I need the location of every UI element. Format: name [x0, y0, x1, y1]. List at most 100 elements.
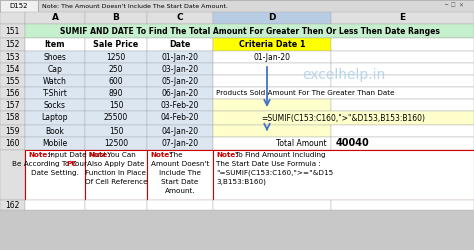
Text: 01-Jan-20: 01-Jan-20	[162, 52, 199, 62]
Text: Shoes: Shoes	[44, 52, 66, 62]
Bar	[331, 99, 474, 111]
Text: Sale Price: Sale Price	[93, 40, 138, 49]
Text: 152: 152	[5, 40, 20, 49]
Bar	[25, 125, 85, 137]
Text: 04-Feb-20: 04-Feb-20	[161, 114, 199, 122]
Bar	[25, 12, 85, 24]
Text: 3,B153:B160): 3,B153:B160)	[216, 179, 266, 185]
Text: 890: 890	[109, 88, 123, 98]
Bar	[213, 87, 474, 99]
Text: 07-Jan-20: 07-Jan-20	[162, 139, 199, 148]
Bar	[147, 99, 213, 111]
Text: Book: Book	[46, 126, 64, 136]
Text: Products Sold Amount For The Greater Than Date: Products Sold Amount For The Greater Tha…	[216, 90, 395, 96]
Bar	[213, 125, 331, 137]
Text: You Can: You Can	[105, 152, 136, 158]
Text: 150: 150	[109, 100, 123, 110]
Bar	[0, 0, 474, 12]
Bar	[331, 38, 474, 51]
Bar	[147, 51, 213, 63]
Bar	[213, 150, 474, 200]
Text: Criteria Date 1: Criteria Date 1	[239, 40, 305, 49]
Text: Mobile: Mobile	[42, 139, 68, 148]
Text: 151: 151	[5, 26, 20, 36]
Bar	[25, 87, 85, 99]
Text: Watch: Watch	[43, 76, 67, 86]
Bar	[0, 111, 25, 125]
Text: Item: Item	[45, 40, 65, 49]
Bar	[0, 87, 25, 99]
Text: 154: 154	[5, 64, 20, 74]
Bar	[25, 63, 85, 75]
Bar	[331, 63, 474, 75]
Bar	[0, 51, 25, 63]
Text: 156: 156	[5, 88, 20, 98]
Bar	[38, 1, 39, 11]
Text: "=SUMIF(C153:C160,">="&D15: "=SUMIF(C153:C160,">="&D15	[216, 170, 333, 176]
Text: The: The	[167, 152, 182, 158]
Bar	[25, 99, 85, 111]
Bar	[213, 12, 331, 24]
Text: 01-Jan-20: 01-Jan-20	[254, 52, 291, 62]
Text: To Find Amount Including: To Find Amount Including	[233, 152, 326, 158]
Text: 157: 157	[5, 100, 20, 110]
Text: D152: D152	[10, 3, 28, 9]
Bar	[0, 125, 25, 137]
Text: excelhelp.in: excelhelp.in	[302, 68, 385, 82]
Bar	[147, 111, 213, 125]
Text: Input Date Must: Input Date Must	[46, 152, 106, 158]
Text: Note:: Note:	[88, 152, 110, 158]
Text: SUMIF AND DATE To Find The Total Amount For Greater Then Or Less Then Date Range: SUMIF AND DATE To Find The Total Amount …	[60, 26, 439, 36]
Text: 159: 159	[5, 126, 20, 136]
Bar	[0, 0, 38, 12]
Bar	[85, 99, 147, 111]
Bar	[213, 63, 331, 75]
Text: Cap: Cap	[47, 64, 63, 74]
Text: Note:-: Note:-	[28, 152, 53, 158]
Bar	[0, 99, 25, 111]
Text: 150: 150	[109, 126, 123, 136]
Bar	[147, 38, 213, 51]
Bar	[0, 137, 25, 150]
Bar	[0, 75, 25, 87]
Bar	[25, 137, 85, 150]
Bar	[25, 51, 85, 63]
Text: 250: 250	[109, 64, 123, 74]
Bar	[147, 63, 213, 75]
Text: 03-Feb-20: 03-Feb-20	[161, 100, 199, 110]
Bar	[85, 137, 147, 150]
Text: Date: Date	[169, 40, 191, 49]
Bar	[147, 87, 213, 99]
Text: 03-Jan-20: 03-Jan-20	[162, 64, 199, 74]
Bar	[85, 38, 147, 51]
Text: 600: 600	[109, 76, 123, 86]
Text: 05-Jan-20: 05-Jan-20	[162, 76, 199, 86]
Text: 25500: 25500	[104, 114, 128, 122]
Text: Laptop: Laptop	[42, 114, 68, 122]
Bar	[0, 38, 25, 51]
Text: ─  ☐  ✕: ─ ☐ ✕	[444, 2, 464, 7]
Bar	[147, 12, 213, 24]
Bar	[85, 75, 147, 87]
Bar	[147, 137, 213, 150]
Text: Amount.: Amount.	[164, 188, 195, 194]
Bar	[0, 150, 25, 200]
Text: 158: 158	[5, 114, 20, 122]
Bar	[331, 125, 474, 137]
Bar	[331, 51, 474, 63]
Text: 160: 160	[5, 139, 20, 148]
Text: Date Setting.: Date Setting.	[31, 170, 79, 176]
Text: 06-Jan-20: 06-Jan-20	[162, 88, 199, 98]
Bar	[0, 12, 25, 24]
Text: Start Date: Start Date	[161, 179, 199, 185]
Bar	[25, 111, 85, 125]
Text: =SUMIF(C153:C160,">"&D153,B153:B160): =SUMIF(C153:C160,">"&D153,B153:B160)	[262, 114, 426, 122]
Bar	[0, 63, 25, 75]
Bar	[213, 51, 331, 63]
Bar	[25, 38, 85, 51]
Text: Note:: Note:	[216, 152, 238, 158]
Bar	[85, 125, 147, 137]
Text: A: A	[52, 14, 58, 22]
Bar	[85, 63, 147, 75]
Bar	[85, 150, 147, 200]
